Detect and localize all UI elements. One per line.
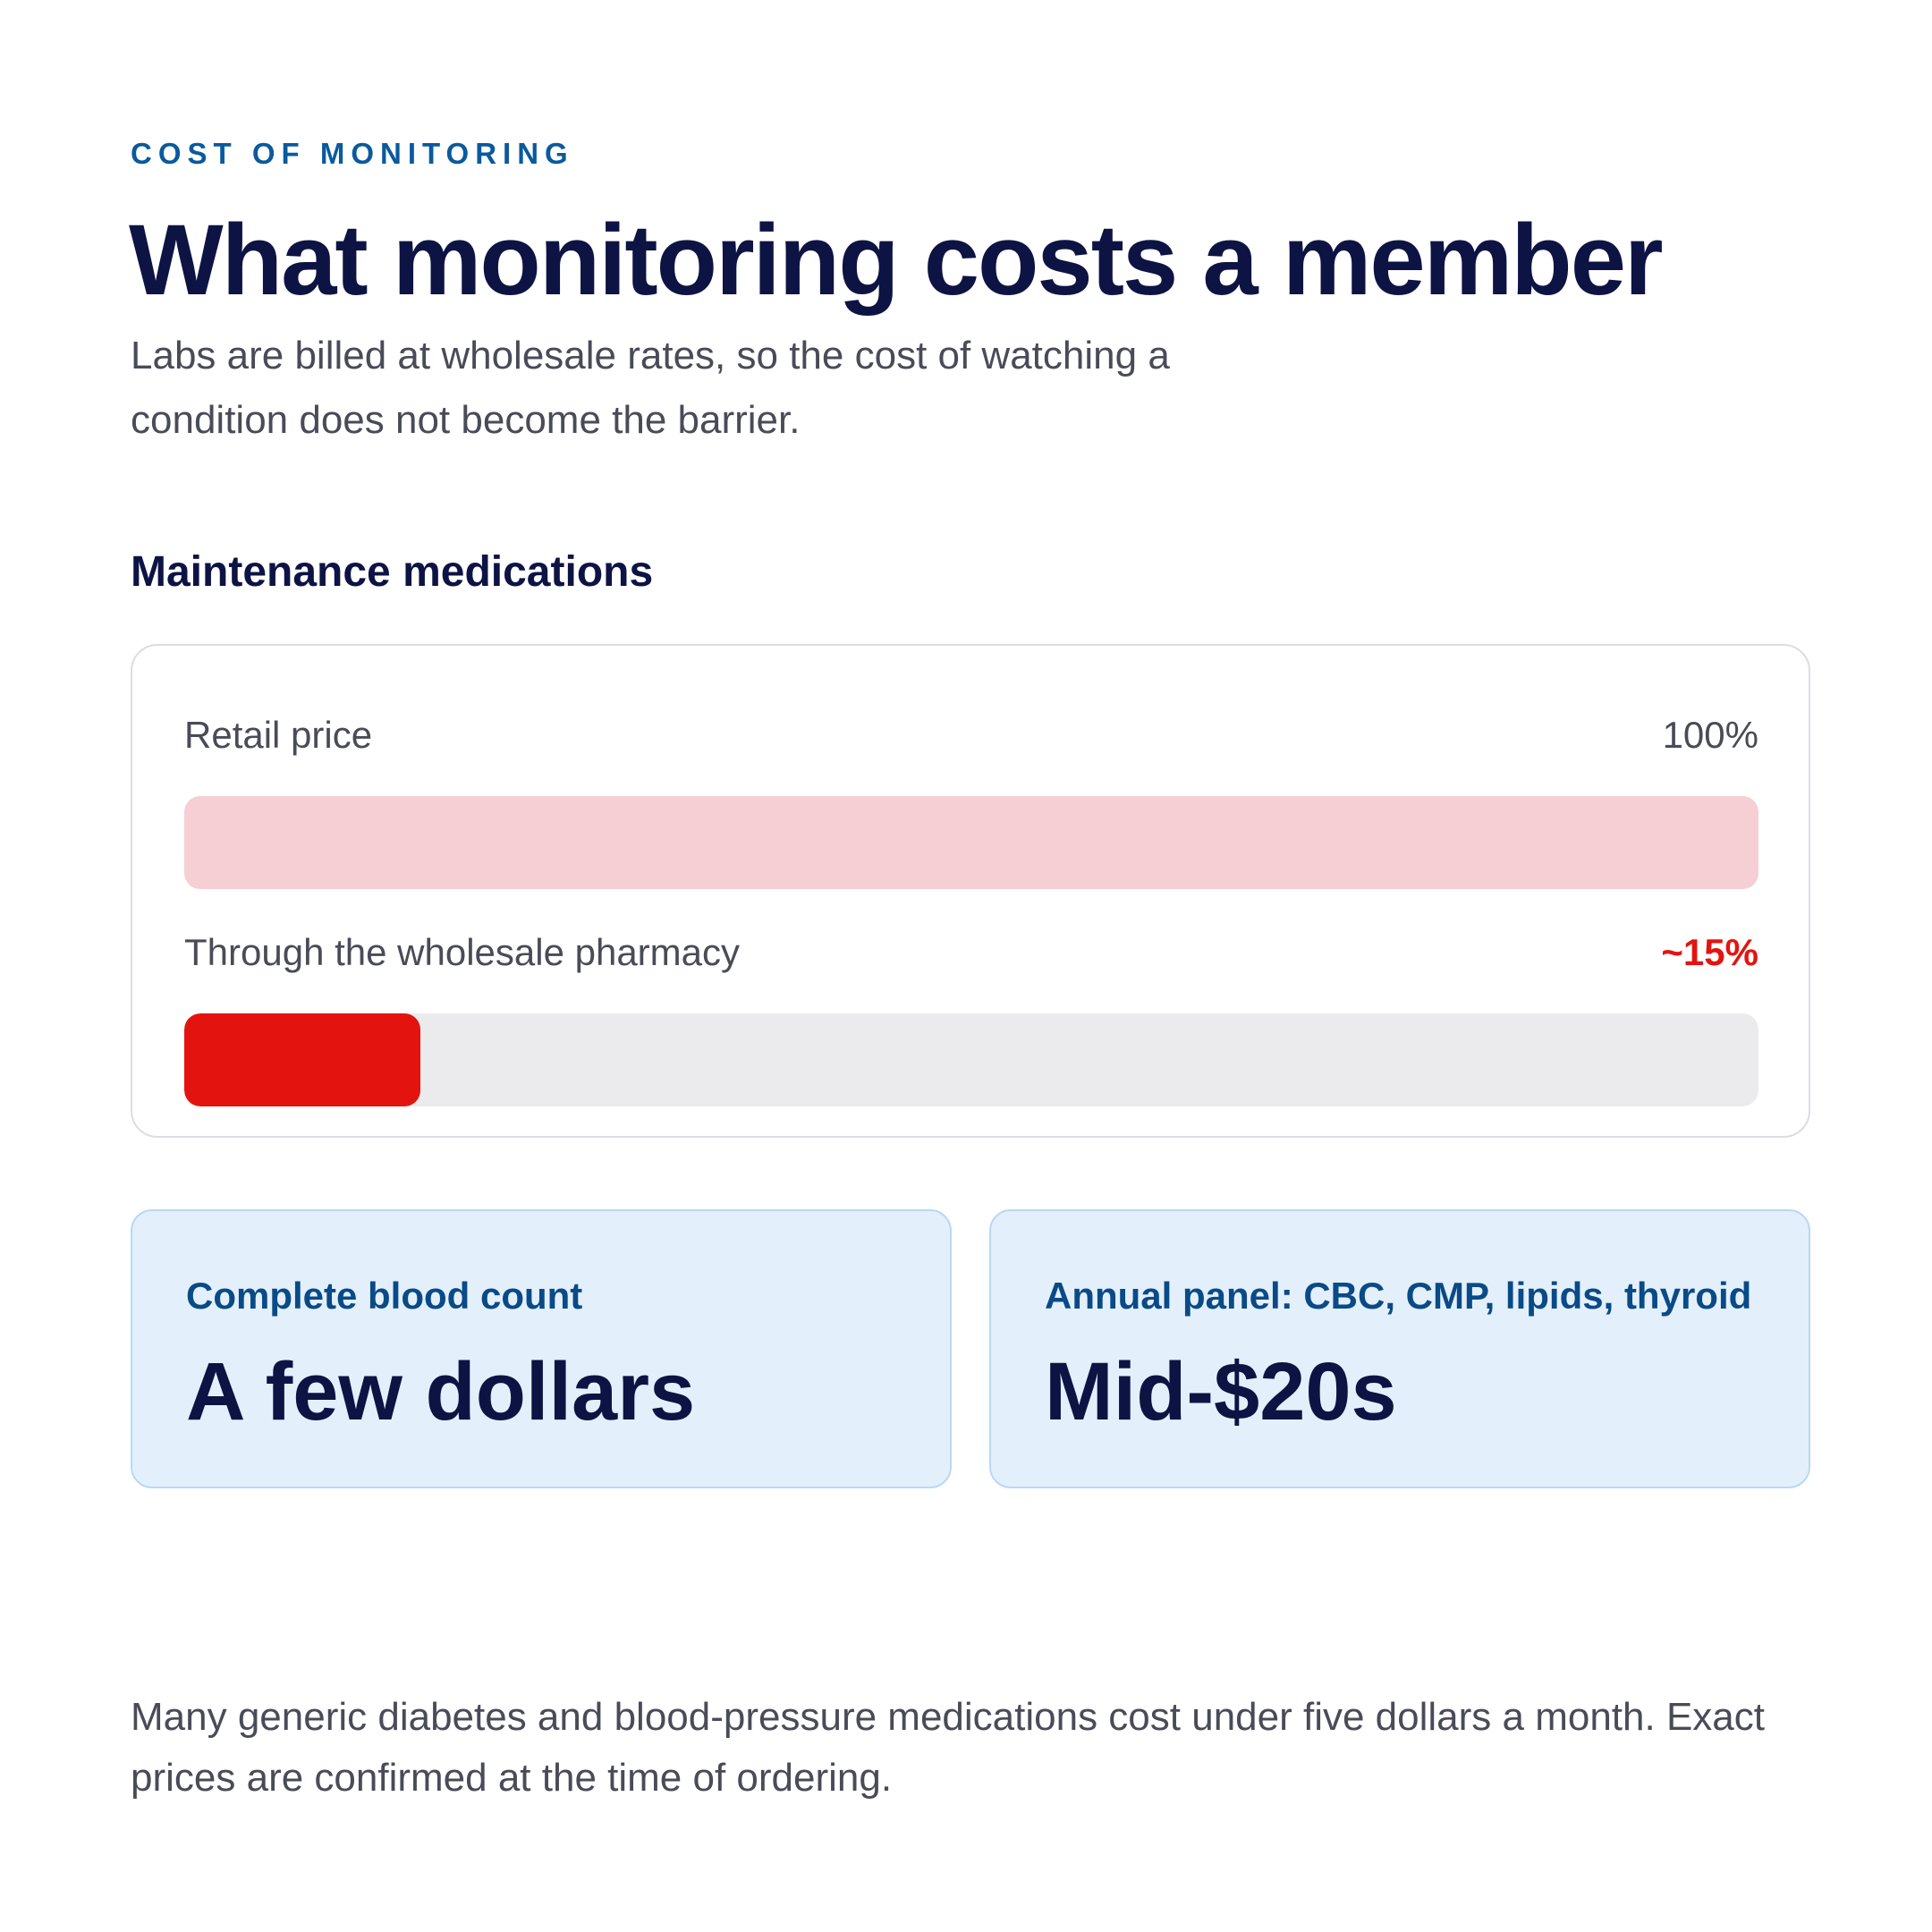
lab-cost-label: Annual panel: CBC, CMP, lipids, thyroid	[1045, 1275, 1752, 1317]
lab-cost-card-cbc: Complete blood count A few dollars	[131, 1209, 952, 1488]
lab-cost-value: Mid-$20s	[1045, 1346, 1397, 1437]
medication-price-comparison-card: Retail price 100% Through the wholesale …	[131, 644, 1810, 1138]
page-subtitle: Labs are billed at wholesale rates, so t…	[131, 334, 1170, 442]
retail-price-value: 100%	[1662, 714, 1758, 756]
retail-price-bar-track	[184, 796, 1758, 889]
wholesale-price-value: ~15%	[1661, 931, 1758, 973]
retail-price-label: Retail price	[184, 714, 373, 756]
retail-price-bar-fill	[184, 796, 1758, 889]
section-heading-medications: Maintenance medications	[131, 548, 654, 596]
page-title: What monitoring costs a member	[129, 204, 1664, 316]
footnote: Many generic diabetes and blood-pressure…	[131, 1695, 1765, 1800]
lab-cost-value: A few dollars	[186, 1346, 696, 1437]
wholesale-price-bar-fill	[184, 1013, 420, 1106]
wholesale-price-label: Through the wholesale pharmacy	[184, 931, 741, 973]
eyebrow-label: COST OF MONITORING	[131, 137, 574, 170]
lab-cost-card-annual-panel: Annual panel: CBC, CMP, lipids, thyroid …	[989, 1209, 1810, 1488]
wholesale-price-bar-track	[184, 1013, 1758, 1106]
lab-cost-label: Complete blood count	[186, 1275, 583, 1317]
